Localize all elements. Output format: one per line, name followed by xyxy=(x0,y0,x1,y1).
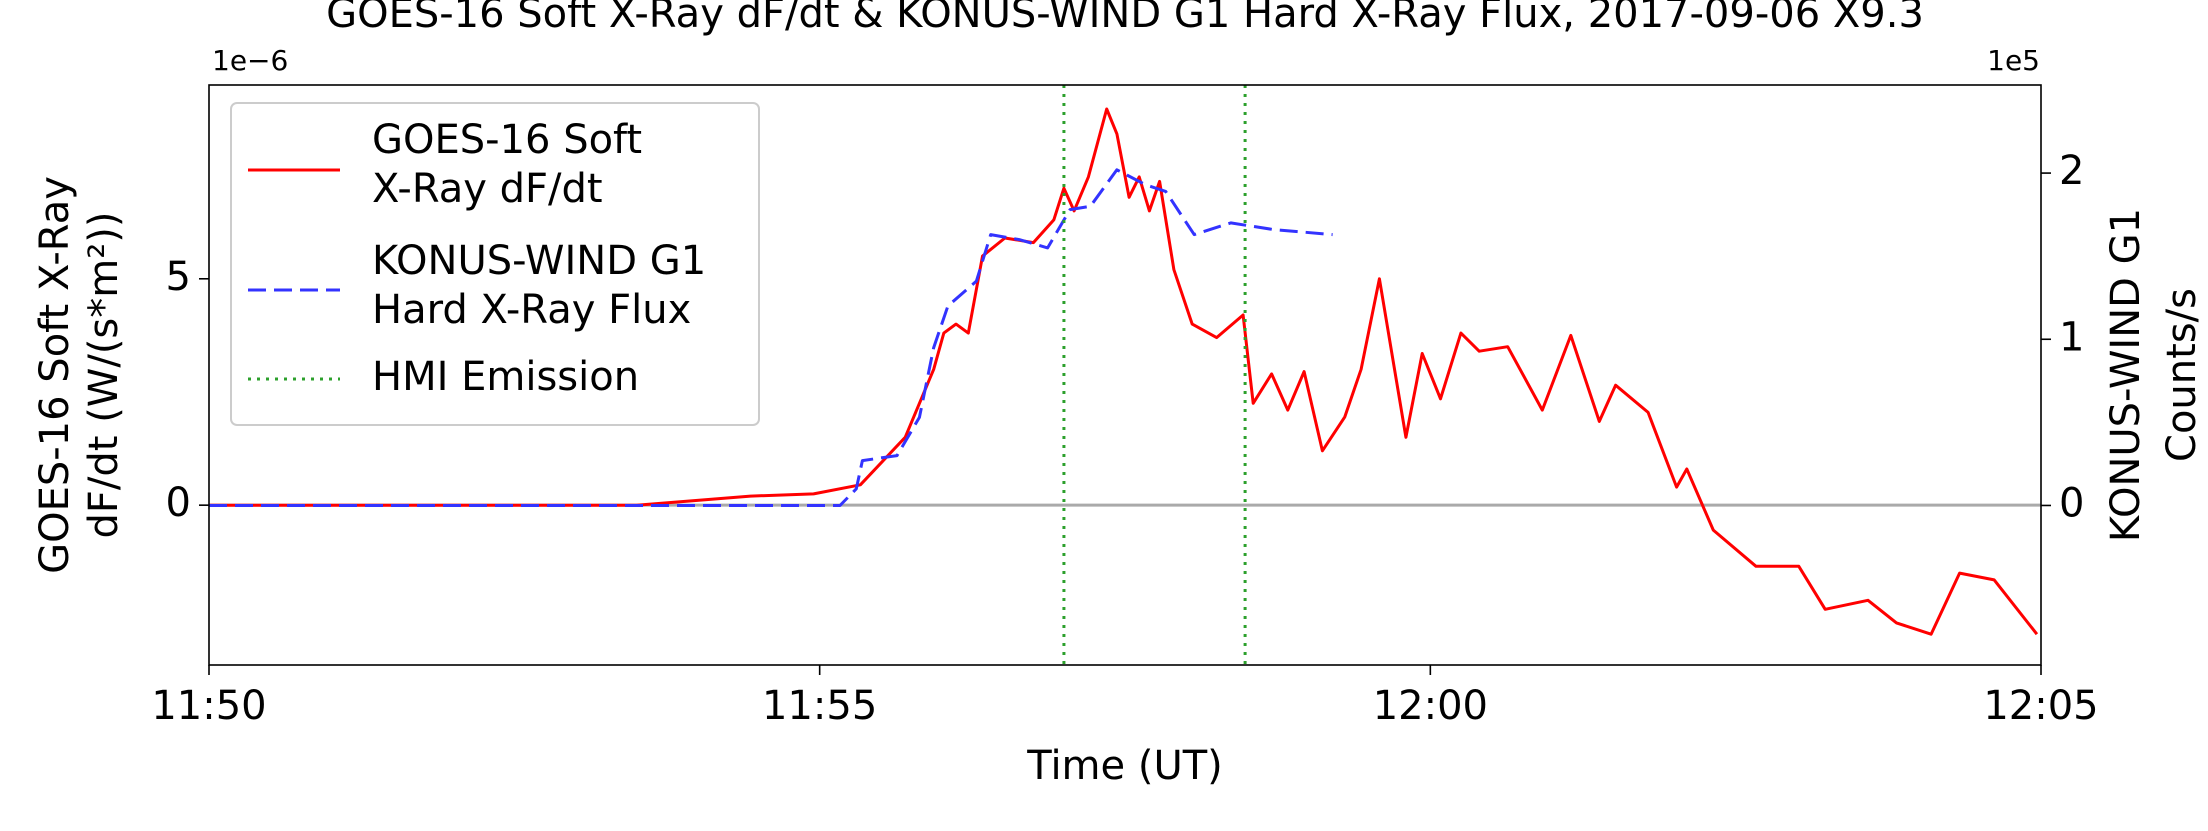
series-line xyxy=(209,107,2039,636)
y2-axis-label: KONUS-WIND G1 Counts/s xyxy=(2103,208,2205,542)
y2-tick-label: 0 xyxy=(2059,480,2084,526)
chart-title: GOES-16 Soft X-Ray dF/dt & KONUS-WIND G1… xyxy=(326,0,1924,37)
legend-box xyxy=(230,102,760,426)
y-tick-label: 0 xyxy=(166,480,191,526)
x-tick-label: 12:05 xyxy=(1983,683,2098,729)
y-tick-label: 5 xyxy=(166,254,191,300)
y-offset: 1e−6 xyxy=(212,44,288,77)
x-axis-label: Time (UT) xyxy=(1026,743,1223,789)
x-tick-label: 12:00 xyxy=(1373,683,1488,729)
plot-frame xyxy=(208,84,2042,666)
series-line xyxy=(209,168,1333,507)
y-axis-label: GOES-16 Soft X-RaydF/dt (W/(s*m²)) xyxy=(32,176,127,574)
y2-tick-label: 2 xyxy=(2059,148,2084,194)
x-tick-label: 11:55 xyxy=(762,683,877,729)
x-tick-label: 11:50 xyxy=(151,683,266,729)
legend-label: GOES-16 Soft X-Ray dF/dt xyxy=(372,117,642,212)
legend-label: HMI Emission xyxy=(372,354,639,400)
legend-label: KONUS-WIND G1 Hard X-Ray Flux xyxy=(372,238,706,333)
y2-tick-label: 1 xyxy=(2059,314,2084,360)
y2-offset: 1e5 xyxy=(1987,44,2040,77)
